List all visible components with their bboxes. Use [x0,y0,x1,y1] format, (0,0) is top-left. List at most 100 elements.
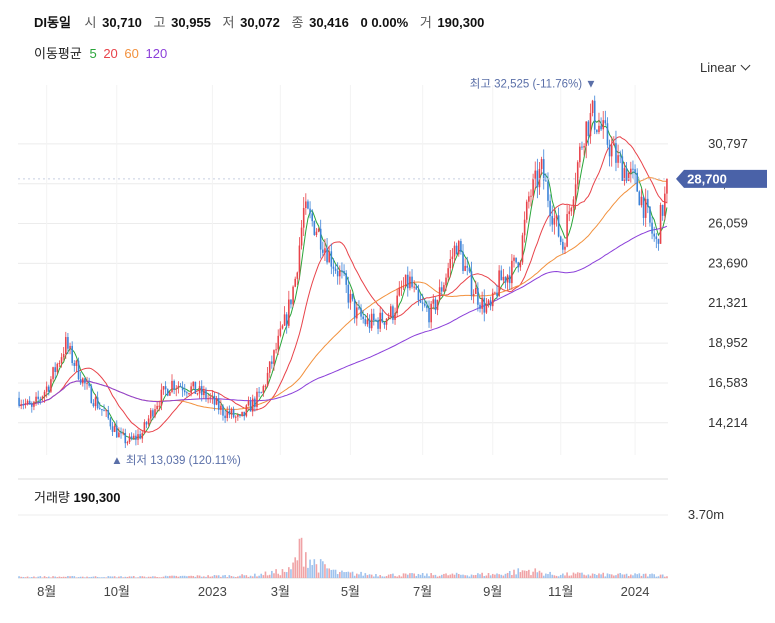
volume-bar [445,573,447,578]
candle-body [585,121,588,147]
candle-body [213,395,216,405]
volume-bar [186,576,188,578]
volume-bar [351,571,354,578]
candle-body [101,408,103,411]
volume-bar [328,568,330,578]
candle-body [468,267,471,272]
volume-bar [254,573,256,578]
candle-body [517,262,520,268]
candle-body [22,404,25,406]
volume-bar [264,571,267,578]
volume-bar [18,576,20,578]
volume-bar [389,574,392,578]
volume-bar [213,575,216,578]
volume-bar [319,559,322,578]
candle-body [300,227,303,246]
candle-body [41,396,44,399]
ma-60-label[interactable]: 60 [124,46,139,61]
volume-bar [409,573,411,578]
volume-bar [666,576,668,578]
candle-body [576,162,579,185]
candle-body [288,299,290,326]
candle-body [283,314,286,326]
volume-bar [43,576,46,578]
candle-body [587,121,590,137]
candle-body [356,307,358,319]
volume-bar [67,576,69,578]
volume-bar [152,576,154,578]
ma-5-label[interactable]: 5 [89,46,97,61]
volume-bar [332,569,335,578]
volume-bar [464,575,466,578]
candle-body [555,215,558,219]
volume-bar [241,574,243,578]
volume-bar [487,573,490,578]
volume-panel-chart: 3.70m [18,478,724,578]
volume-bar [585,575,588,578]
volume-bar [417,573,420,578]
scale-selector-button[interactable]: Linear [700,60,751,75]
volume-bar [103,577,105,578]
candle-body [421,302,424,304]
volume-bar [638,573,641,578]
candle-body [557,215,560,237]
ma-120-line [18,225,668,407]
volume-bar [583,574,585,578]
volume-bar [309,559,311,578]
volume-bar [279,575,282,578]
candle-body [568,211,571,215]
ma-120-label[interactable]: 120 [145,46,168,61]
volume-bar [343,572,345,578]
candle-body [260,392,263,394]
candle-body [84,378,86,384]
candle-body [627,172,630,181]
volume-bar [271,570,273,578]
volume-bar [118,576,120,578]
volume-bar [460,574,462,578]
volume-bar [22,576,25,578]
candle-body [135,435,137,440]
candle-body [198,386,201,394]
candle-body [330,251,333,267]
volume-bar [566,572,568,578]
candle-body [169,391,171,396]
ma-20-label[interactable]: 20 [103,46,118,61]
volume-bar [447,575,449,578]
candle-body [328,251,330,263]
volume-bar [164,575,167,578]
candle-body [147,418,150,425]
volume-bar [154,576,156,578]
candle-body [156,405,158,410]
candle-body [307,201,309,209]
candle-body [615,143,617,163]
volume-bar [432,575,435,578]
candle-body [385,318,388,325]
volume-bar [207,575,209,578]
volume-bar [400,576,403,578]
volume-bar [220,576,222,578]
volume-bar [370,574,373,578]
candle-body [430,303,432,323]
volume-bar [664,576,666,578]
volume-bar [62,576,65,578]
candle-body [534,170,537,179]
high-label: 고 [153,15,166,30]
candle-body [498,270,500,296]
candle-body [455,245,458,255]
candle-body [94,397,97,407]
candle-body [462,251,464,271]
candle-body [245,405,248,417]
volume-bar [141,576,144,578]
candle-body [600,125,602,130]
candle-body [279,328,282,336]
volume-bar [506,572,509,578]
y-tick-label: 21,321 [708,295,748,310]
volume-bar [158,577,161,578]
volume-bar [610,574,613,578]
x-tick-label: 9월 [483,584,502,599]
moving-average-legend: 이동평균 5 20 60 120 [34,43,170,62]
volume-bar [296,560,299,578]
candle-body [642,196,645,218]
volume-bar [598,573,600,578]
